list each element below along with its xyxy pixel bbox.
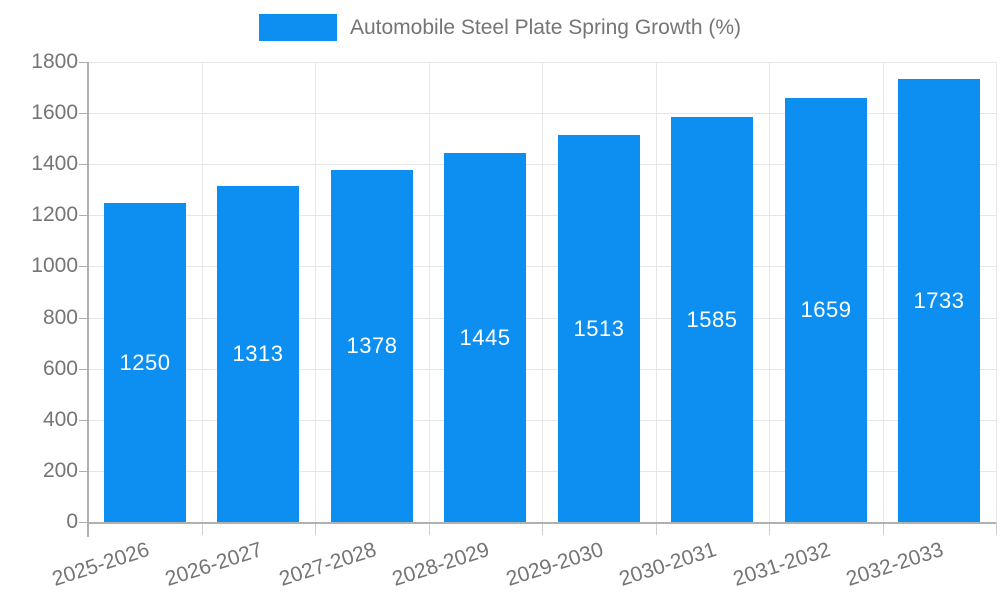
- bar-value-label: 1313: [232, 341, 284, 366]
- x-axis-category-label: 2026-2027: [162, 538, 266, 591]
- y-tick-mark: [79, 471, 88, 472]
- y-tick-mark: [79, 113, 88, 114]
- bar-value-label: 1378: [346, 333, 398, 358]
- x-gridline: [883, 62, 884, 522]
- bar[interactable]: [217, 186, 299, 522]
- x-axis-category-label: 2029-2030: [503, 538, 607, 591]
- y-tick-mark: [79, 369, 88, 370]
- x-tick-mark: [429, 522, 430, 535]
- y-axis-tick-label: 1200: [31, 203, 78, 226]
- y-tick-mark: [79, 522, 88, 523]
- x-tick-mark: [769, 522, 770, 535]
- y-axis-tick-label: 0: [66, 510, 78, 533]
- legend-color-swatch: [258, 14, 337, 41]
- y-axis-tick-label: 1800: [31, 50, 78, 73]
- x-gridline: [202, 62, 203, 522]
- x-gridline: [656, 62, 657, 522]
- y-tick-mark: [79, 266, 88, 267]
- y-tick-mark: [79, 62, 88, 63]
- y-axis-tick-label: 1400: [31, 152, 78, 175]
- bar-value-label: 1585: [686, 307, 738, 332]
- bar-value-label: 1733: [913, 288, 965, 313]
- bar-value-label: 1513: [573, 316, 625, 341]
- bar[interactable]: [444, 153, 526, 522]
- x-tick-mark: [883, 522, 884, 535]
- x-gridline: [769, 62, 770, 522]
- bar[interactable]: [785, 98, 867, 522]
- bar-value-label: 1659: [800, 297, 852, 322]
- legend-series-label: Automobile Steel Plate Spring Growth (%): [349, 15, 741, 39]
- y-axis-tick-label: 200: [42, 459, 78, 482]
- y-tick-mark: [79, 420, 88, 421]
- x-axis-category-label: 2027-2028: [276, 538, 380, 591]
- x-axis-category-label: 2028-2029: [389, 538, 493, 591]
- y-axis-line: [87, 62, 89, 537]
- x-axis-category-label: 2030-2031: [616, 538, 720, 591]
- bar[interactable]: [671, 117, 753, 522]
- y-axis-tick-label: 600: [42, 357, 78, 380]
- y-axis-tick-label: 1000: [31, 254, 78, 277]
- x-tick-mark: [656, 522, 657, 535]
- bar[interactable]: [104, 203, 186, 522]
- x-gridline: [315, 62, 316, 522]
- x-gridline: [429, 62, 430, 522]
- bar[interactable]: [331, 170, 413, 522]
- x-tick-mark: [202, 522, 203, 535]
- x-tick-mark: [315, 522, 316, 535]
- x-gridline: [996, 62, 997, 522]
- bar[interactable]: [558, 135, 640, 522]
- y-axis-tick-label: 1600: [31, 101, 78, 124]
- y-tick-mark: [79, 164, 88, 165]
- bar[interactable]: [898, 79, 980, 522]
- x-tick-mark: [542, 522, 543, 535]
- y-tick-mark: [79, 215, 88, 216]
- bar-value-label: 1250: [119, 350, 171, 375]
- x-gridline: [542, 62, 543, 522]
- bar-value-label: 1445: [459, 325, 511, 350]
- y-axis-tick-label: 400: [42, 408, 78, 431]
- x-axis-line: [88, 522, 996, 524]
- x-axis-category-label: 2032-2033: [843, 538, 947, 591]
- x-axis-category-label: 2031-2032: [730, 538, 834, 591]
- chart-legend[interactable]: Automobile Steel Plate Spring Growth (%): [0, 14, 1000, 41]
- y-tick-mark: [79, 318, 88, 319]
- x-tick-mark: [996, 522, 997, 535]
- x-axis-category-label: 2025-2026: [49, 538, 153, 591]
- y-axis-tick-label: 800: [42, 306, 78, 329]
